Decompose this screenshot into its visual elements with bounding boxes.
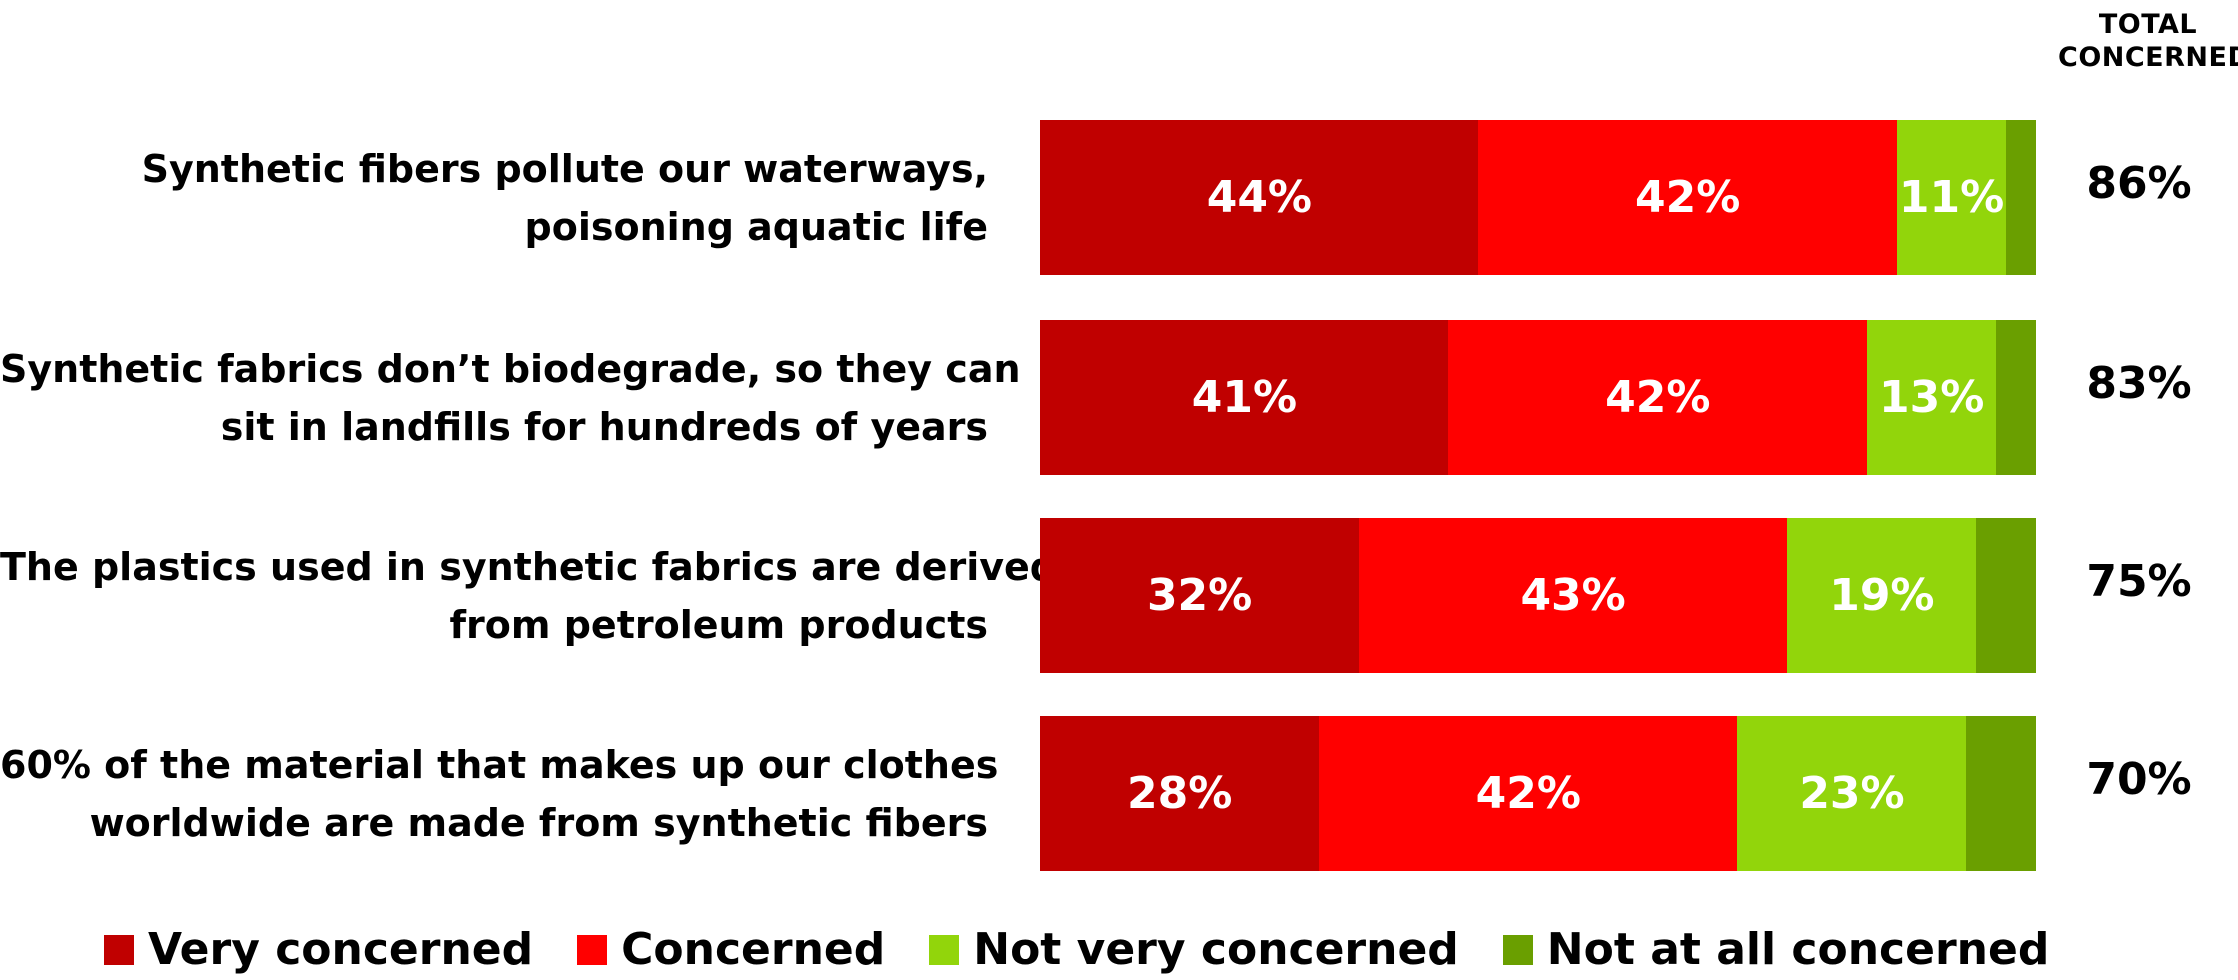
bar-segment-concerned: 42% bbox=[1478, 120, 1898, 275]
category-label: Synthetic fabrics don’t biodegrade, so t… bbox=[0, 340, 1021, 456]
data-label: 42% bbox=[1475, 768, 1581, 819]
chart-legend: Very concerned Concerned Not very concerne… bbox=[104, 922, 2093, 978]
legend-label: Concerned bbox=[621, 924, 886, 975]
bar-segment-concerned: 42% bbox=[1318, 716, 1738, 871]
data-label: 44% bbox=[1206, 172, 1313, 223]
legend-label: Not very concerned bbox=[973, 924, 1459, 975]
category-label-line: poisoning aquatic life bbox=[524, 204, 988, 249]
bar-segment-not-very-concerned: 13% bbox=[1866, 320, 1997, 475]
data-label: 28% bbox=[1127, 768, 1233, 819]
category-label-line: The plastics used in synthetic fabrics a… bbox=[0, 544, 1057, 589]
legend-swatch bbox=[104, 935, 134, 965]
legend-item: Not at all concerned bbox=[1502, 922, 2050, 978]
bar-segment-not-very-concerned: 23% bbox=[1737, 716, 1967, 871]
category-label-line: Synthetic fibers pollute our waterways, bbox=[141, 146, 988, 191]
category-label: 60% of the material that makes up our cl… bbox=[0, 736, 999, 852]
data-label: 19% bbox=[1829, 570, 1935, 621]
category-label-line: Synthetic fabrics don’t biodegrade, so t… bbox=[0, 346, 1021, 391]
bar-segment-very-concerned: 32% bbox=[1040, 518, 1360, 673]
data-label: 32% bbox=[1146, 570, 1253, 621]
bar-segment-not-at-all-concerned bbox=[2006, 120, 2037, 275]
legend-swatch bbox=[577, 935, 608, 965]
data-label: 43% bbox=[1520, 570, 1626, 621]
total-concerned-value: 75% bbox=[2086, 555, 2192, 607]
bar-segment-concerned: 42% bbox=[1448, 320, 1868, 475]
bar-segment-very-concerned: 28% bbox=[1040, 716, 1320, 871]
total-concerned-value: 70% bbox=[2086, 753, 2192, 805]
total-header-line-2: CONCERNED bbox=[2058, 42, 2238, 73]
legend-item: Concerned bbox=[577, 922, 885, 978]
total-concerned-value: 86% bbox=[2086, 157, 2192, 209]
bar-segment-concerned: 43% bbox=[1358, 518, 1788, 673]
legend-swatch bbox=[1502, 935, 1533, 965]
category-label-line: worldwide are made from synthetic fibers bbox=[89, 800, 988, 845]
legend-label: Very concerned bbox=[148, 924, 534, 975]
bar-segment-not-very-concerned: 19% bbox=[1787, 518, 1977, 673]
data-label: 13% bbox=[1878, 372, 1985, 423]
legend-swatch bbox=[929, 935, 960, 965]
legend-item: Very concerned bbox=[104, 922, 533, 978]
legend-item: Not very concerned bbox=[929, 922, 1459, 978]
data-label: 23% bbox=[1799, 768, 1905, 819]
category-label-line: 60% of the material that makes up our cl… bbox=[0, 742, 999, 787]
category-label-line: from petroleum products bbox=[449, 602, 988, 647]
bar-segment-very-concerned: 41% bbox=[1040, 320, 1449, 475]
total-concerned-value: 83% bbox=[2086, 357, 2192, 409]
bar-segment-not-very-concerned: 11% bbox=[1896, 120, 2007, 275]
bar-segment-not-at-all-concerned bbox=[1976, 518, 2037, 673]
total-header-line-1: TOTAL bbox=[2098, 9, 2198, 40]
legend-label: Not at all concerned bbox=[1546, 924, 2050, 975]
category-label-line: sit in landfills for hundreds of years bbox=[220, 404, 988, 449]
bar-segment-not-at-all-concerned bbox=[1996, 320, 2037, 475]
data-label: 41% bbox=[1191, 372, 1298, 423]
bar-segment-not-at-all-concerned bbox=[1966, 716, 2037, 871]
category-label: The plastics used in synthetic fabrics a… bbox=[0, 538, 1057, 654]
total-concerned-header: TOTAL CONCERNED bbox=[2058, 8, 2238, 74]
data-label: 11% bbox=[1898, 172, 2005, 223]
data-label: 42% bbox=[1634, 172, 1741, 223]
data-label: 42% bbox=[1605, 372, 1711, 423]
category-label: Synthetic fibers pollute our waterways, p… bbox=[0, 140, 988, 256]
bar-segment-very-concerned: 44% bbox=[1040, 120, 1479, 275]
